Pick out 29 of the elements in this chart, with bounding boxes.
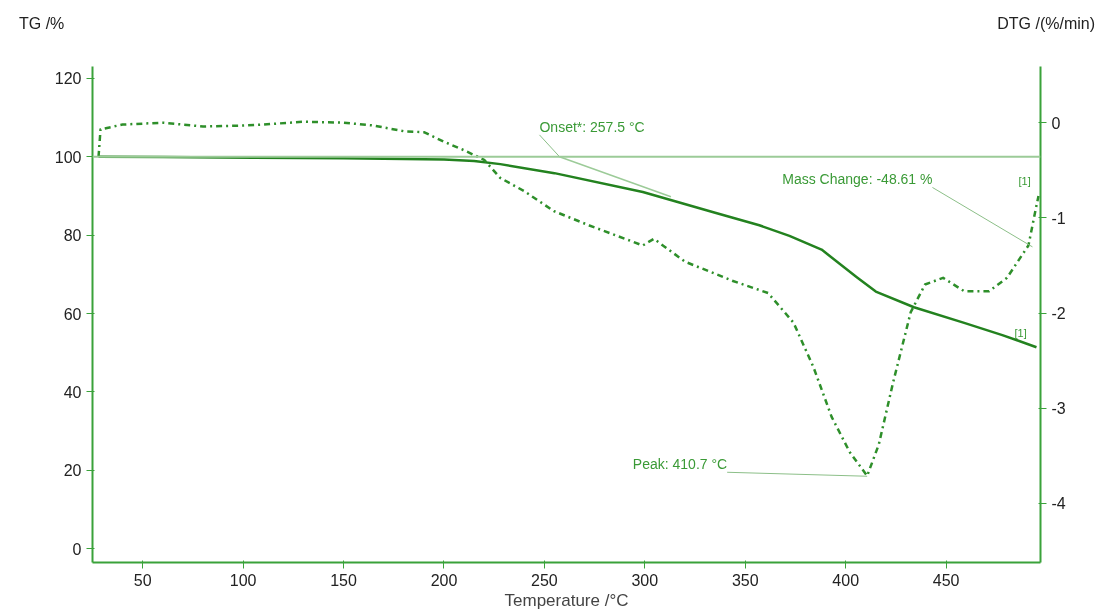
annotation: Mass Change: -48.61 %	[782, 170, 933, 187]
y-axis-title: TG /%	[19, 14, 65, 34]
x-tick-label: 150	[330, 571, 358, 589]
y-tick-label: 40	[63, 383, 82, 401]
y2-tick-label: -3	[1051, 400, 1066, 418]
x-tick-label: 450	[932, 571, 960, 589]
y-tick-label: 100	[54, 148, 82, 166]
y2-tick-label: -2	[1051, 305, 1066, 323]
y-tick-label: 60	[63, 305, 82, 323]
x-tick-label: 250	[531, 571, 558, 589]
annotation: [1]	[1014, 327, 1027, 340]
annotation: Peak: 410.7 °C	[632, 456, 728, 473]
y2-tick-label: -1	[1051, 209, 1066, 227]
x-axis-title: Temperature /°C	[504, 590, 629, 610]
y-tick-label: 0	[72, 540, 82, 558]
annotation: Onset*: 257.5 °C	[539, 118, 645, 135]
y-tick-label: 120	[54, 70, 82, 88]
x-tick-label: 300	[631, 571, 659, 589]
x-tick-label: 50	[133, 571, 152, 589]
y2-tick-label: 0	[1051, 114, 1061, 132]
x-tick-label: 100	[229, 571, 257, 589]
x-tick-label: 200	[430, 571, 458, 589]
x-tick-label: 400	[832, 571, 860, 589]
y-tick-label: 80	[63, 227, 82, 245]
y-tick-label: 20	[63, 462, 82, 480]
annotation: [1]	[1018, 174, 1031, 187]
y2-tick-label: -4	[1051, 495, 1066, 513]
y2-axis-title: DTG /(%/min)	[997, 14, 1095, 34]
x-tick-label: 350	[731, 571, 759, 589]
